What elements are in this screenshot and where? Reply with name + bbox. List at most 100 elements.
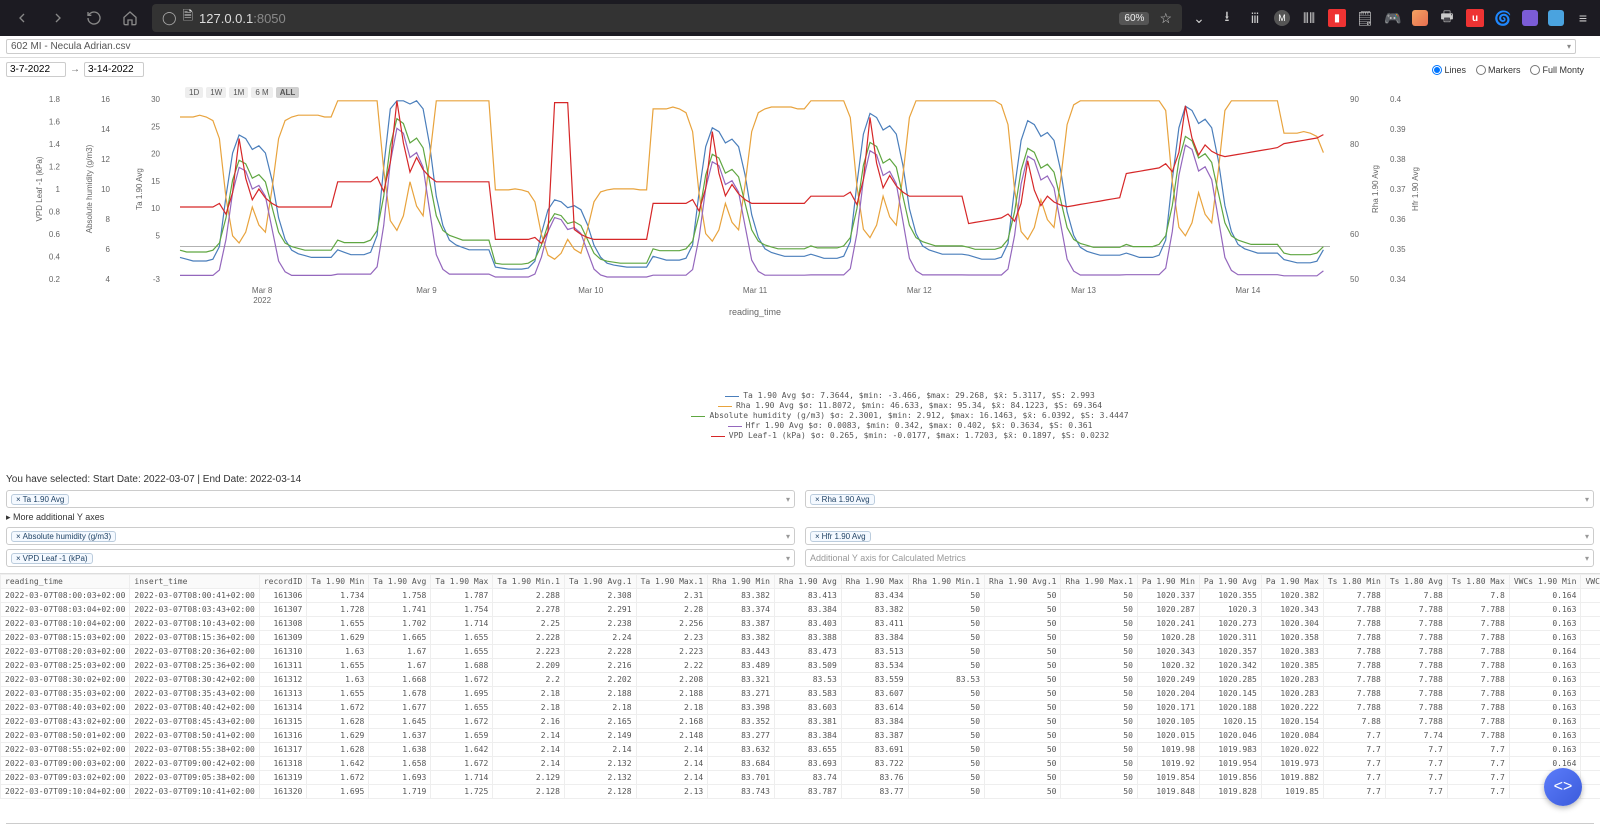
svg-text:Absolute humidity (g/m3): Absolute humidity (g/m3): [85, 144, 94, 233]
y4-picker[interactable]: × Hfr 1.90 Avg: [805, 527, 1594, 545]
radio-full-monty[interactable]: Full Monty: [1530, 65, 1584, 75]
hamburger-menu-icon[interactable]: ≡: [1574, 9, 1592, 27]
svg-text:16: 16: [101, 95, 110, 104]
library-icon[interactable]: ⅲ: [1246, 9, 1264, 27]
table-row: 2022-03-07T08:15:03+02:002022-03-07T08:1…: [1, 631, 1600, 645]
browser-chrome: ◯ 🗎 127.0.0.1:8050 60% ☆ ⌄ ⭳ ⅲ M ⦀⦀ ▮ 🗒 …: [0, 0, 1600, 36]
zoom-badge[interactable]: 60%: [1119, 12, 1149, 25]
chart-area: 1D1W1M6 MALL 0.20.40.60.811.21.41.61.8VP…: [0, 81, 1600, 411]
range-btn-1W[interactable]: 1W: [206, 87, 226, 98]
ext-note-icon[interactable]: 🗒: [1356, 9, 1374, 27]
table-row: 2022-03-07T09:10:04+02:002022-03-07T09:1…: [1, 785, 1600, 799]
svg-text:0.37: 0.37: [1390, 185, 1406, 194]
table-row: 2022-03-07T08:10:04+02:002022-03-07T08:1…: [1, 617, 1600, 631]
svg-text:30: 30: [151, 95, 160, 104]
bookmark-star-icon[interactable]: ☆: [1159, 10, 1172, 27]
table-row: 2022-03-07T08:20:03+02:002022-03-07T08:2…: [1, 645, 1600, 659]
chart-mode-radios: Lines Markers Full Monty: [1432, 65, 1594, 75]
svg-text:15: 15: [151, 177, 160, 186]
y2-picker[interactable]: × Rha 1.90 Avg: [805, 490, 1594, 508]
svg-text:8: 8: [106, 215, 111, 224]
url-bar[interactable]: ◯ 🗎 127.0.0.1:8050 60% ☆: [152, 4, 1182, 32]
range-btn-ALL[interactable]: ALL: [276, 87, 300, 98]
svg-text:0.4: 0.4: [1390, 95, 1402, 104]
svg-text:0.34: 0.34: [1390, 275, 1406, 284]
y6-picker[interactable]: Additional Y axis for Calculated Metrics: [805, 549, 1594, 567]
reload-button[interactable]: [80, 4, 108, 32]
svg-text:Mar 9: Mar 9: [416, 286, 437, 295]
table-row: 2022-03-07T08:25:03+02:002022-03-07T08:2…: [1, 659, 1600, 673]
svg-text:0.4: 0.4: [49, 253, 61, 262]
ext-red-icon[interactable]: ▮: [1328, 9, 1346, 27]
end-date-input[interactable]: [84, 62, 144, 77]
svg-text:50: 50: [1350, 275, 1359, 284]
svg-text:60: 60: [1350, 230, 1359, 239]
more-axes-toggle[interactable]: More additional Y axes: [0, 510, 1600, 525]
ext-bars-icon[interactable]: ⦀⦀: [1300, 9, 1318, 27]
svg-text:0.35: 0.35: [1390, 245, 1406, 254]
radio-lines[interactable]: Lines: [1432, 65, 1466, 75]
svg-text:0.2: 0.2: [49, 275, 61, 284]
svg-text:80: 80: [1350, 140, 1359, 149]
table-row: 2022-03-07T08:30:02+02:002022-03-07T08:3…: [1, 673, 1600, 687]
svg-text:90: 90: [1350, 95, 1359, 104]
svg-text:reading_time: reading_time: [729, 307, 781, 317]
y1-picker[interactable]: × Ta 1.90 Avg: [6, 490, 795, 508]
radio-markers[interactable]: Markers: [1476, 65, 1521, 75]
table-row: 2022-03-07T08:43:02+02:002022-03-07T08:4…: [1, 715, 1600, 729]
ext-m-icon[interactable]: M: [1274, 10, 1290, 26]
svg-text:2022: 2022: [253, 296, 271, 305]
back-button[interactable]: [8, 4, 36, 32]
ext-blue-icon[interactable]: [1548, 10, 1564, 26]
home-button[interactable]: [116, 4, 144, 32]
ext-ub-icon[interactable]: u: [1466, 9, 1484, 27]
ext-purple-icon[interactable]: [1522, 10, 1538, 26]
table-row: 2022-03-07T08:00:03+02:002022-03-07T08:0…: [1, 589, 1600, 603]
range-btn-6M[interactable]: 6 M: [251, 87, 272, 98]
svg-text:6: 6: [106, 245, 111, 254]
svg-text:0.8: 0.8: [49, 208, 61, 217]
ext-swirl-icon[interactable]: 🌀: [1494, 9, 1512, 27]
svg-text:10: 10: [151, 204, 160, 213]
svg-text:Mar 14: Mar 14: [1235, 286, 1260, 295]
chart-svg[interactable]: 0.20.40.60.811.21.41.61.8VPD Leaf -1 (kP…: [0, 81, 1500, 381]
table-row: 2022-03-07T08:50:01+02:002022-03-07T08:5…: [1, 729, 1600, 743]
svg-text:1.8: 1.8: [49, 95, 61, 104]
range-buttons: 1D1W1M6 M ALL: [185, 87, 299, 98]
svg-text:VPD Leaf -1 (kPa): VPD Leaf -1 (kPa): [35, 156, 44, 221]
start-date-input[interactable]: [6, 62, 66, 77]
range-btn-1D[interactable]: 1D: [185, 87, 203, 98]
svg-text:10: 10: [101, 185, 110, 194]
forward-button[interactable]: [44, 4, 72, 32]
y5-picker[interactable]: × VPD Leaf -1 (kPa): [6, 549, 795, 567]
table-row: 2022-03-07T09:00:03+02:002022-03-07T09:0…: [1, 757, 1600, 771]
svg-text:0.6: 0.6: [49, 230, 61, 239]
svg-text:0.39: 0.39: [1390, 125, 1406, 134]
page-info-icon: 🗎: [183, 7, 193, 29]
toolbar-extensions: ⌄ ⭳ ⅲ M ⦀⦀ ▮ 🗒 🎮 🖶 u 🌀 ≡: [1190, 9, 1592, 27]
svg-text:Mar 13: Mar 13: [1071, 286, 1096, 295]
svg-text:1.2: 1.2: [49, 163, 61, 172]
table-row: 2022-03-07T08:40:03+02:002022-03-07T08:4…: [1, 701, 1600, 715]
ext-game-icon[interactable]: 🎮: [1384, 9, 1402, 27]
svg-text:4: 4: [106, 275, 111, 284]
svg-text:Mar 12: Mar 12: [907, 286, 932, 295]
table-row: 2022-03-07T08:03:04+02:002022-03-07T08:0…: [1, 603, 1600, 617]
chat-fab[interactable]: <>: [1544, 768, 1582, 806]
svg-text:Mar 8: Mar 8: [252, 286, 273, 295]
range-btn-1M[interactable]: 1M: [229, 87, 248, 98]
data-table-wrap[interactable]: reading_timeinsert_timerecordIDTa 1.90 M…: [0, 573, 1600, 823]
table-row: 2022-03-07T08:35:03+02:002022-03-07T08:3…: [1, 687, 1600, 701]
ext-print-icon[interactable]: 🖶: [1438, 9, 1456, 27]
svg-text:5: 5: [156, 231, 161, 240]
svg-text:20: 20: [151, 150, 160, 159]
csv-file-select[interactable]: 602 MI - Necula Adrian.csv: [6, 39, 1576, 54]
selection-text: You have selected: Start Date: 2022-03-0…: [0, 471, 1600, 488]
pocket-icon[interactable]: ⌄: [1190, 9, 1208, 27]
svg-text:Mar 11: Mar 11: [743, 286, 768, 295]
svg-text:Ta 1.90 Avg: Ta 1.90 Avg: [135, 168, 144, 210]
y3-picker[interactable]: × Absolute humidity (g/m3): [6, 527, 795, 545]
svg-text:Rha 1.90 Avg: Rha 1.90 Avg: [1371, 165, 1380, 213]
ext-warm-icon[interactable]: [1412, 10, 1428, 26]
downloads-icon[interactable]: ⭳: [1218, 9, 1236, 27]
